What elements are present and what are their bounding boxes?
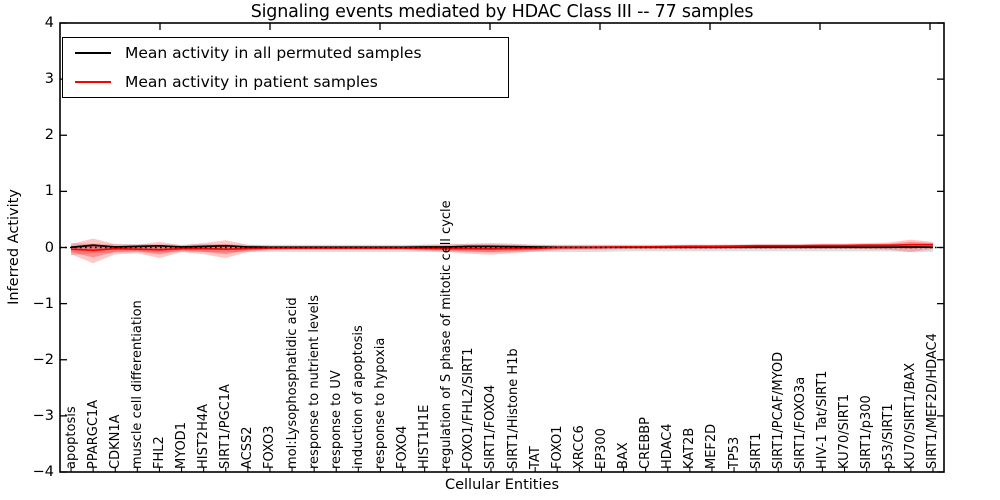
y-tick-label: 1 bbox=[44, 183, 54, 200]
x-category-label: FOXO4 bbox=[395, 425, 411, 469]
y-tick-label: 0 bbox=[44, 239, 54, 256]
x-category-label: apoptosis bbox=[63, 406, 79, 469]
x-category-label: XRCC6 bbox=[571, 425, 587, 469]
permuted-line-swatch bbox=[75, 52, 111, 54]
x-category-label: CREBBP bbox=[638, 417, 654, 469]
x-category-label: HDAC4 bbox=[660, 423, 676, 469]
x-category-label: MEF2D bbox=[704, 423, 720, 469]
x-category-label: TAT bbox=[527, 446, 543, 469]
patient-range-band bbox=[71, 238, 933, 264]
x-category-label: HIST2H4A bbox=[196, 403, 212, 469]
legend-label-permuted: Mean activity in all permuted samples bbox=[125, 44, 422, 62]
x-category-label: ACSS2 bbox=[240, 426, 256, 469]
x-category-label: SIRT1/PCAF/MYOD bbox=[770, 351, 786, 469]
x-category-label: response to nutrient levels bbox=[306, 294, 322, 469]
x-category-label: HIV-1 Tat/SIRT1 bbox=[814, 370, 830, 469]
x-category-label: response to hypoxia bbox=[372, 337, 388, 469]
chart-title: Signaling events mediated by HDAC Class … bbox=[250, 2, 754, 22]
legend: Mean activity in all permuted samples Me… bbox=[62, 37, 509, 98]
x-category-label: FOXO1 bbox=[549, 425, 565, 469]
x-category-label: MYOD1 bbox=[174, 422, 190, 469]
x-category-label: muscle cell differentiation bbox=[129, 300, 145, 469]
x-category-label: HIST1H1E bbox=[417, 404, 433, 469]
legend-item-patient: Mean activity in patient samples bbox=[63, 68, 508, 96]
y-tick-label: −1 bbox=[32, 295, 54, 312]
x-category-label: KU70/SIRT1 bbox=[837, 394, 853, 469]
x-category-label: PPARGC1A bbox=[85, 399, 101, 469]
x-category-label: SIRT1/Histone H1b bbox=[505, 348, 521, 469]
legend-label-patient: Mean activity in patient samples bbox=[125, 73, 378, 91]
x-category-label: BAX bbox=[616, 442, 632, 469]
x-category-label: regulation of S phase of mitotic cell cy… bbox=[439, 200, 455, 469]
x-category-label: FOXO1/FHL2/SIRT1 bbox=[461, 347, 477, 469]
x-category-label: mol:Lysophosphatidic acid bbox=[284, 297, 300, 469]
x-category-label: KAT2B bbox=[682, 427, 698, 469]
x-category-label: CDKN1A bbox=[107, 414, 123, 469]
y-tick-label: −4 bbox=[32, 464, 54, 480]
y-tick-label: 4 bbox=[44, 15, 54, 31]
x-category-label: p53/SIRT1 bbox=[881, 403, 897, 469]
y-tick-label: 3 bbox=[44, 71, 54, 88]
x-axis-label: Cellular Entities bbox=[444, 477, 560, 493]
x-category-label: FHL2 bbox=[151, 436, 167, 469]
x-category-label: SIRT1/MEF2D/HDAC4 bbox=[925, 333, 941, 469]
x-category-label: EP300 bbox=[593, 428, 609, 469]
legend-item-permuted: Mean activity in all permuted samples bbox=[63, 39, 508, 67]
x-category-label: KU70/SIRT1/BAX bbox=[903, 362, 919, 469]
x-category-label: FOXO3 bbox=[262, 425, 278, 469]
x-category-label: TP53 bbox=[726, 436, 742, 469]
x-category-label: SIRT1/p300 bbox=[859, 395, 875, 469]
x-category-label: SIRT1/PGC1A bbox=[218, 384, 234, 469]
y-tick-label: −3 bbox=[32, 407, 54, 424]
patient-line-swatch bbox=[75, 81, 111, 83]
x-category-label: SIRT1 bbox=[748, 432, 764, 469]
x-category-label: induction of apoptosis bbox=[350, 325, 366, 469]
x-category-label: SIRT1/FOXO4 bbox=[483, 384, 499, 469]
patient-mean-line bbox=[71, 243, 933, 252]
y-tick-label: −2 bbox=[32, 351, 54, 368]
y-tick-label: 2 bbox=[44, 127, 54, 144]
permuted-mean-line bbox=[70, 244, 933, 249]
x-category-label: SIRT1/FOXO3a bbox=[792, 376, 808, 469]
x-category-label: response to UV bbox=[328, 370, 344, 469]
